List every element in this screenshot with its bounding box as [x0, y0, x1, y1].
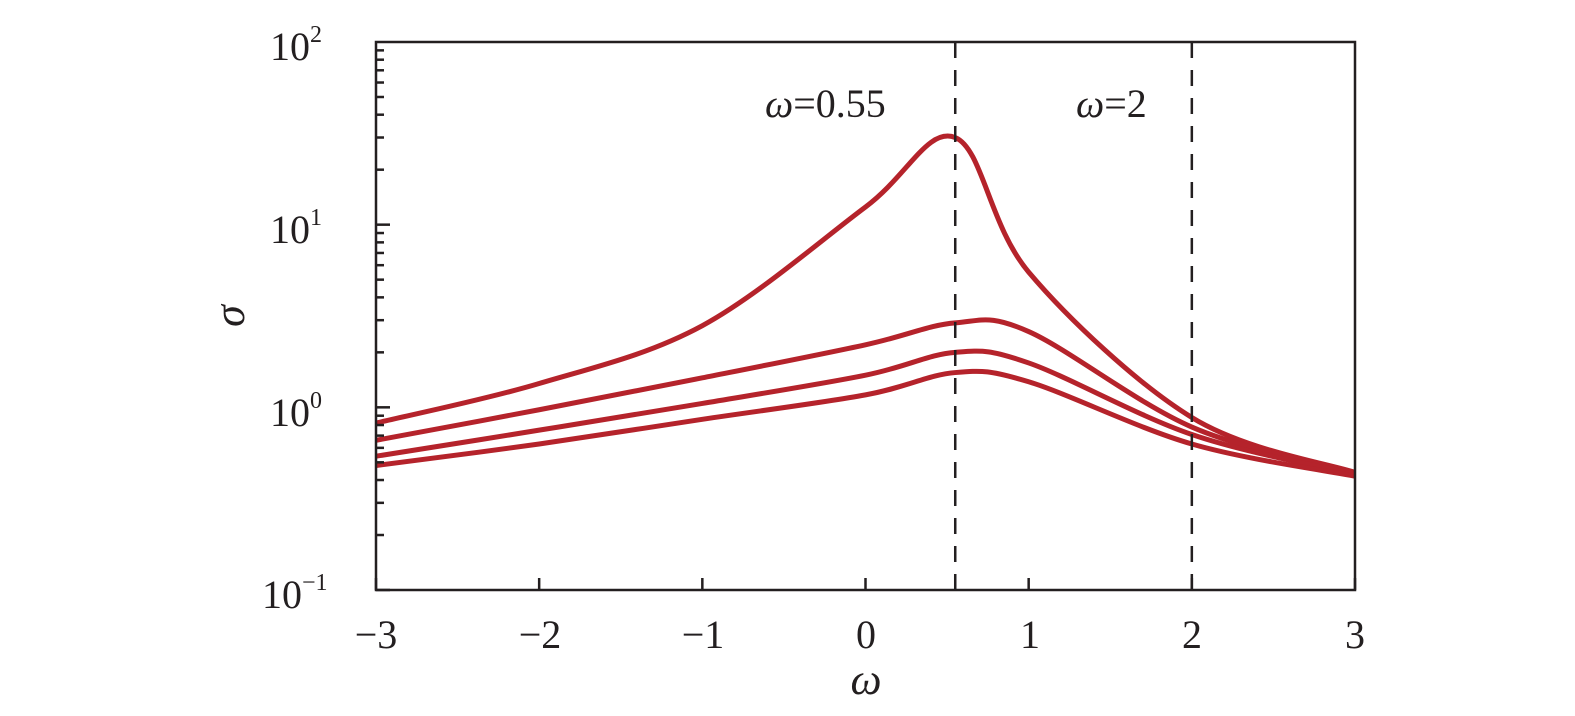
y-tick-label-0.1: 10−1: [262, 570, 328, 617]
x-tick-label: 2: [1182, 612, 1202, 657]
x-axis-title: ω: [850, 655, 881, 704]
y-tick-label-100: 102: [270, 22, 322, 69]
annotation-lines: [953, 42, 1194, 590]
series-line-curve-1: [375, 133, 1356, 475]
x-tick-label: −3: [355, 612, 398, 657]
y-tick-label-1: 100: [270, 388, 322, 435]
x-axis-tick-labels: −3 −2 −1 0 1 2 3: [355, 612, 1365, 657]
y-axis-tick-labels: 102 101 100 10−1: [262, 22, 328, 617]
annotation-omega-0.55: ω=0.55: [765, 81, 886, 126]
x-axis-ticks: [374, 578, 1357, 590]
x-tick-label: 1: [1020, 612, 1040, 657]
y-axis-title: σ: [205, 303, 254, 327]
series-line-curve-4: [375, 368, 1356, 479]
x-tick-label: −1: [682, 612, 725, 657]
y-tick-label-10: 101: [270, 205, 322, 252]
series-line-curve-3: [375, 348, 1356, 477]
data-curves: [375, 133, 1356, 479]
y-axis-ticks: [376, 49, 390, 592]
x-tick-label: 3: [1345, 612, 1365, 657]
x-tick-label: −2: [519, 612, 562, 657]
annotation-omega-2: ω=2: [1076, 81, 1147, 126]
x-tick-label: 0: [856, 612, 876, 657]
series-line-curve-2: [375, 317, 1356, 475]
